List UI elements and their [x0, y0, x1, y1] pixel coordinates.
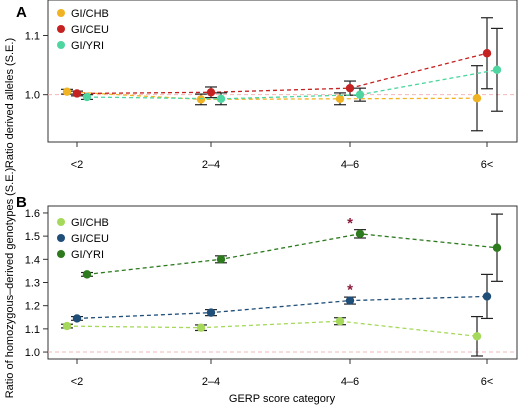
- data-point: [492, 65, 502, 75]
- data-point: [72, 314, 82, 323]
- series-line: [86, 69, 498, 100]
- legend-label: GI/CEU: [71, 24, 109, 36]
- data-point: [492, 243, 502, 252]
- data-point: [482, 49, 492, 58]
- data-point: [355, 229, 365, 239]
- data-point: [345, 296, 355, 305]
- x-tick-label: 2–4: [202, 159, 220, 171]
- x-tick-label: 2–4: [202, 376, 220, 388]
- series-line: [76, 52, 488, 95]
- data-point: [62, 87, 72, 96]
- data-point: [345, 83, 355, 93]
- x-tick-label: <2: [71, 159, 84, 171]
- panel-b-ylabel: Ratio of homozygous–derived genotypes (S…: [4, 168, 16, 399]
- legend-marker: [57, 234, 65, 242]
- panel-a-x-axis: <2 2–4 4–6 6<: [71, 142, 494, 171]
- y-tick-label: 1.1: [25, 31, 40, 43]
- panel-b-x-axis: <2 2–4 4–6 6<: [71, 359, 494, 388]
- y-tick-label: 1.5: [25, 231, 40, 243]
- series-line: [66, 320, 478, 337]
- legend-label: GI/CHB: [71, 217, 109, 229]
- data-point: [482, 292, 492, 301]
- panel-b-letter: B: [16, 194, 27, 211]
- data-point: [82, 270, 92, 279]
- panel-b-xlabel: GERP score category: [229, 393, 336, 405]
- data-point: [72, 89, 82, 98]
- panel-b-legend: GI/CHB GI/CEU GI/YRI: [57, 217, 109, 261]
- data-point: [82, 92, 92, 102]
- legend-marker: [57, 9, 65, 17]
- legend-label: GI/CEU: [71, 233, 109, 245]
- y-tick-label: 1.0: [25, 347, 40, 359]
- y-tick-label: 1.2: [25, 301, 40, 313]
- series-line: [86, 233, 498, 276]
- panel-b-y-axis: 1.0 1.1 1.2 1.3 1.4 1.5 1.6: [25, 208, 48, 359]
- data-point: [472, 332, 482, 341]
- data-point: [355, 90, 365, 99]
- legend-marker: [57, 41, 65, 49]
- x-tick-label: <2: [71, 376, 84, 388]
- legend-marker: [57, 218, 65, 226]
- panel-b: B Ratio of homozygous–derived genotypes …: [4, 168, 518, 399]
- panel-a-legend: GI/CHB GI/CEU GI/YRI: [57, 8, 109, 52]
- data-point: [216, 94, 226, 104]
- panel-b-annotations: **: [347, 215, 353, 298]
- data-point: [216, 255, 226, 264]
- panel-b-series: [61, 213, 503, 357]
- legend-label: GI/YRI: [71, 249, 104, 261]
- y-tick-label: 1.0: [25, 90, 40, 102]
- legend-label: GI/YRI: [71, 40, 104, 52]
- panel-a-letter: A: [16, 4, 27, 21]
- panel-b-plot-frame: [47, 205, 518, 360]
- data-point: [472, 94, 482, 103]
- significance-star: *: [347, 215, 353, 232]
- legend-marker: [57, 25, 65, 33]
- panel-a-ylabel: Ratio derived alleles (S.E.): [4, 38, 16, 168]
- series-line: [76, 295, 488, 320]
- panel-a: A Ratio derived alleles (S.E.) 1.0 1.1 GI…: [4, 0, 518, 168]
- panel-a-series: [61, 17, 503, 132]
- x-tick-label: 6<: [481, 159, 494, 171]
- panel-a-y-axis: 1.0 1.1: [25, 31, 48, 102]
- data-point: [206, 308, 216, 317]
- series-line: [66, 91, 478, 101]
- data-point: [335, 94, 345, 104]
- x-tick-label: 6<: [481, 376, 494, 388]
- x-tick-label: 4–6: [341, 376, 359, 388]
- y-tick-label: 1.4: [25, 254, 40, 266]
- panel-a-plot-frame: [47, 0, 518, 143]
- data-point: [196, 95, 206, 104]
- y-tick-label: 1.1: [25, 324, 40, 336]
- data-point: [206, 88, 216, 97]
- y-tick-label: 1.3: [25, 278, 40, 290]
- data-point: [335, 317, 345, 326]
- x-tick-label: 4–6: [341, 159, 359, 171]
- legend-label: GI/CHB: [71, 8, 109, 20]
- y-tick-label: 1.6: [25, 208, 40, 220]
- legend-marker: [57, 250, 65, 258]
- data-point: [62, 321, 72, 331]
- significance-star: *: [347, 281, 353, 298]
- data-point: [196, 323, 206, 332]
